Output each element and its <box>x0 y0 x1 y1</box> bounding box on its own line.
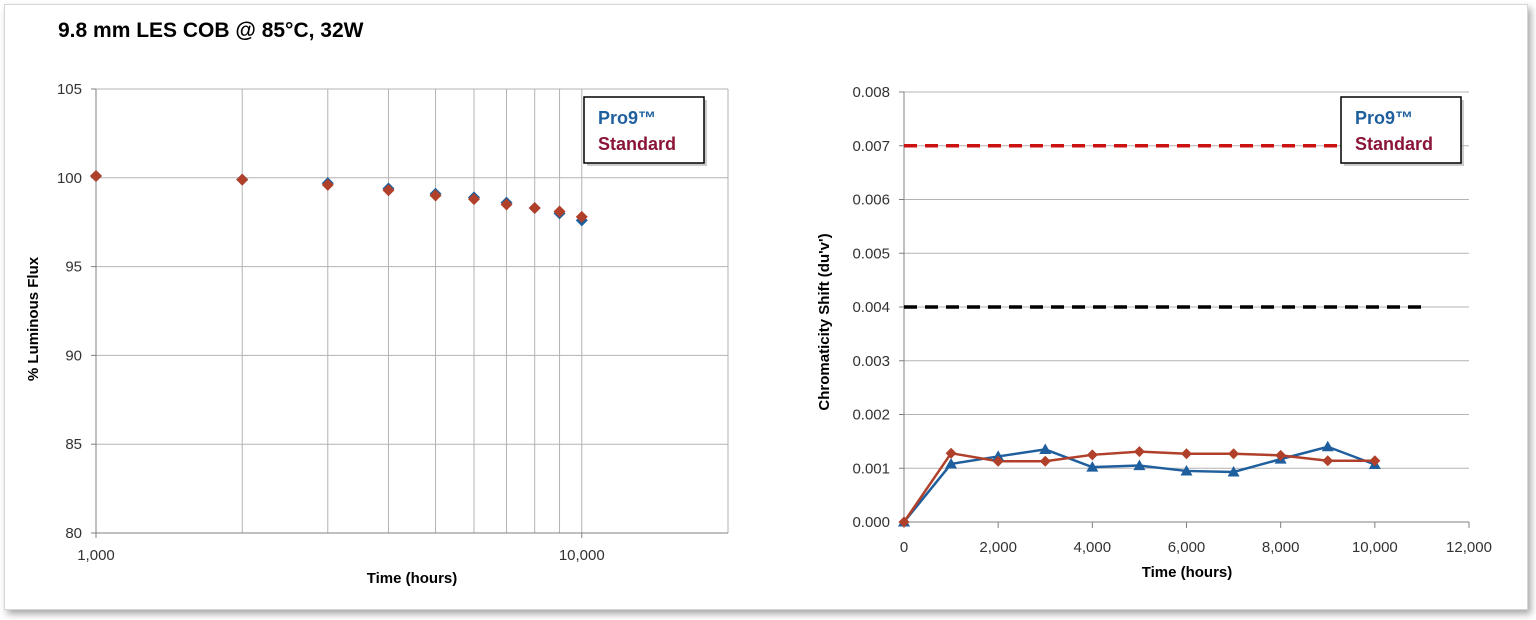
chroma-point-standard <box>1369 455 1381 467</box>
chroma-y-tick-label: 0.000 <box>852 514 890 531</box>
chroma-point-pro9 <box>992 450 1005 461</box>
chroma-point-standard <box>898 516 910 528</box>
chroma-point-standard <box>1228 448 1240 460</box>
chroma-point-standard <box>1133 446 1145 458</box>
flux-y-axis-title: % Luminous Flux <box>25 256 42 381</box>
chroma-point-pro9 <box>1227 466 1240 477</box>
chroma-y-tick-label: 0.007 <box>852 138 890 155</box>
chroma-x-axis-title: Time (hours) <box>1142 564 1233 581</box>
chroma-point-standard <box>992 455 1004 467</box>
chroma-x-tick-label: 4,000 <box>1074 539 1112 556</box>
legend-entry-standard: Standard <box>1355 134 1433 154</box>
flux-point-standard <box>468 193 481 206</box>
chroma-point-standard <box>1039 455 1051 467</box>
flux-x-tick-label: 10,000 <box>559 547 605 564</box>
flux-point-standard <box>90 170 102 183</box>
chroma-x-tick-label: 0 <box>900 539 908 556</box>
legend-entry-standard: Standard <box>598 134 676 154</box>
flux-y-tick-label: 105 <box>57 81 82 98</box>
chroma-point-pro9 <box>1086 461 1099 472</box>
legend-box <box>1340 96 1462 164</box>
chroma-x-tick-label: 6,000 <box>1168 539 1206 556</box>
chroma-point-standard <box>1275 449 1287 461</box>
chroma-y-tick-label: 0.008 <box>852 84 890 101</box>
flux-point-standard <box>528 201 541 214</box>
chroma-point-standard <box>945 447 957 459</box>
flux-point-standard <box>500 198 513 211</box>
chroma-point-pro9 <box>1180 464 1193 476</box>
page-title: 9.8 mm LES COB @ 85°C, 32W <box>58 19 364 42</box>
flux-point-standard <box>382 184 395 197</box>
flux-point-standard <box>553 205 566 218</box>
chroma-point-pro9 <box>945 457 958 469</box>
chroma-point-standard <box>1322 455 1334 467</box>
flux-y-tick-label: 100 <box>57 170 82 187</box>
chroma-point-pro9 <box>1133 459 1146 471</box>
flux-point-standard <box>236 173 249 186</box>
chroma-y-tick-label: 0.006 <box>852 192 890 209</box>
chroma-y-tick-label: 0.001 <box>852 460 890 477</box>
chroma-y-tick-label: 0.003 <box>852 353 890 370</box>
flux-x-axis-title: Time (hours) <box>367 570 458 587</box>
flux-x-tick-label: 1,000 <box>77 547 115 564</box>
chroma-point-standard <box>1181 448 1192 460</box>
flux-point-standard <box>575 210 588 223</box>
flux-point-standard <box>429 189 442 202</box>
chroma-y-tick-label: 0.004 <box>852 299 890 316</box>
flux-point-standard <box>321 178 334 191</box>
chroma-point-standard <box>1086 449 1098 461</box>
chroma-x-tick-label: 10,000 <box>1352 539 1398 556</box>
chroma-x-tick-label: 2,000 <box>979 539 1017 556</box>
chroma-x-tick-label: 12,000 <box>1446 539 1492 556</box>
chroma-x-tick-label: 8,000 <box>1262 539 1300 556</box>
legend-entry-pro9: Pro9™ <box>1355 108 1413 128</box>
flux-y-tick-label: 90 <box>65 347 82 364</box>
chroma-point-pro9 <box>1039 443 1052 454</box>
flux-y-tick-label: 80 <box>65 525 82 542</box>
legend-box <box>583 96 705 164</box>
chroma-point-pro9 <box>1321 440 1334 452</box>
chroma-y-tick-label: 0.005 <box>852 245 890 262</box>
chroma-y-tick-label: 0.002 <box>852 407 890 424</box>
legend-entry-pro9: Pro9™ <box>598 108 656 128</box>
flux-y-tick-label: 95 <box>65 259 82 276</box>
flux-y-tick-label: 85 <box>65 436 82 453</box>
chroma-y-axis-title: Chromaticity Shift (du'v') <box>816 233 833 410</box>
